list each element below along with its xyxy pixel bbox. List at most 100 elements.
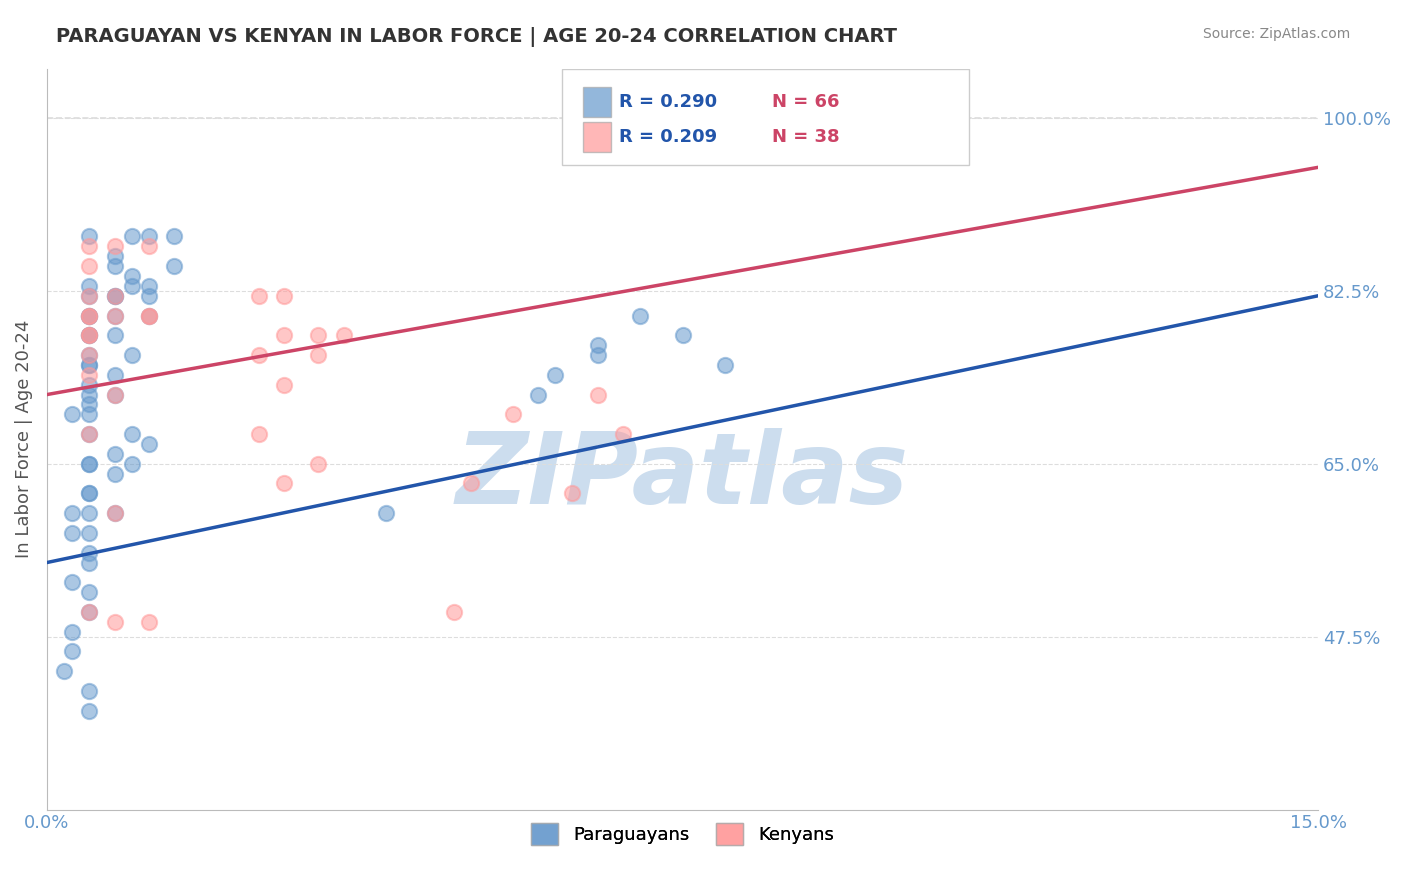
Point (714, 358, 737, 372)
Point (138, 309, 160, 323)
FancyBboxPatch shape (583, 122, 612, 152)
Point (77, 525, 100, 540)
Text: PARAGUAYAN VS KENYAN IN LABOR FORCE | AGE 20-24 CORRELATION CHART: PARAGUAYAN VS KENYAN IN LABOR FORCE | AG… (56, 27, 897, 46)
Point (671, 328, 693, 343)
Point (60, 624, 83, 639)
Point (121, 427, 143, 442)
Point (104, 249, 127, 263)
Point (460, 476, 482, 491)
Point (104, 239, 127, 253)
Point (104, 467, 127, 481)
Point (60, 525, 83, 540)
Point (273, 289, 295, 303)
Point (77, 278, 100, 293)
Point (273, 328, 295, 343)
Point (77, 328, 100, 343)
Point (77, 368, 100, 382)
Point (77, 457, 100, 471)
Point (77, 605, 100, 619)
Point (544, 368, 567, 382)
Point (104, 289, 127, 303)
Point (121, 278, 143, 293)
FancyBboxPatch shape (562, 69, 969, 165)
Point (77, 486, 100, 500)
Point (77, 506, 100, 520)
Point (273, 476, 295, 491)
Point (138, 309, 160, 323)
Text: R = 0.209: R = 0.209 (619, 128, 717, 145)
Point (77, 309, 100, 323)
Point (121, 268, 143, 283)
Point (77, 546, 100, 560)
Point (163, 259, 186, 273)
FancyBboxPatch shape (583, 87, 612, 117)
Point (77, 556, 100, 570)
Point (104, 506, 127, 520)
Point (104, 309, 127, 323)
Point (586, 338, 609, 352)
Point (60, 644, 83, 658)
Point (60, 407, 83, 421)
Point (77, 348, 100, 362)
Point (104, 387, 127, 401)
Text: R = 0.290: R = 0.290 (619, 93, 717, 111)
Point (163, 229, 186, 244)
Point (77, 427, 100, 442)
Point (527, 387, 550, 401)
Point (77, 457, 100, 471)
Point (77, 397, 100, 411)
Point (77, 328, 100, 343)
Point (307, 457, 329, 471)
Point (332, 328, 354, 343)
Point (77, 486, 100, 500)
Point (502, 407, 524, 421)
Point (77, 289, 100, 303)
Point (138, 239, 160, 253)
Point (77, 229, 100, 244)
Point (138, 229, 160, 244)
Point (77, 387, 100, 401)
Point (104, 368, 127, 382)
Point (77, 407, 100, 421)
Point (443, 605, 465, 619)
Text: Source: ZipAtlas.com: Source: ZipAtlas.com (1202, 27, 1350, 41)
Point (104, 259, 127, 273)
Point (77, 289, 100, 303)
Point (121, 457, 143, 471)
Point (104, 447, 127, 461)
Point (77, 309, 100, 323)
Point (121, 229, 143, 244)
Point (77, 684, 100, 698)
Point (138, 289, 160, 303)
Point (77, 239, 100, 253)
Point (77, 605, 100, 619)
Point (104, 506, 127, 520)
Point (104, 615, 127, 629)
Point (138, 615, 160, 629)
Point (612, 427, 634, 442)
Point (77, 585, 100, 599)
Y-axis label: In Labor Force | Age 20-24: In Labor Force | Age 20-24 (15, 320, 32, 558)
Text: ZIPatlas: ZIPatlas (456, 427, 910, 524)
Point (104, 289, 127, 303)
Legend: Paraguayans, Kenyans: Paraguayans, Kenyans (524, 816, 841, 853)
Text: N = 66: N = 66 (772, 93, 839, 111)
Point (586, 387, 609, 401)
Point (77, 309, 100, 323)
Point (52, 664, 75, 678)
Point (374, 506, 396, 520)
Point (561, 486, 583, 500)
Point (121, 348, 143, 362)
Point (138, 437, 160, 451)
Point (60, 575, 83, 590)
Point (628, 309, 651, 323)
Point (273, 377, 295, 392)
Point (138, 309, 160, 323)
Point (307, 348, 329, 362)
Point (104, 387, 127, 401)
Point (77, 427, 100, 442)
Point (104, 328, 127, 343)
Point (77, 377, 100, 392)
Point (77, 358, 100, 372)
Point (77, 259, 100, 273)
